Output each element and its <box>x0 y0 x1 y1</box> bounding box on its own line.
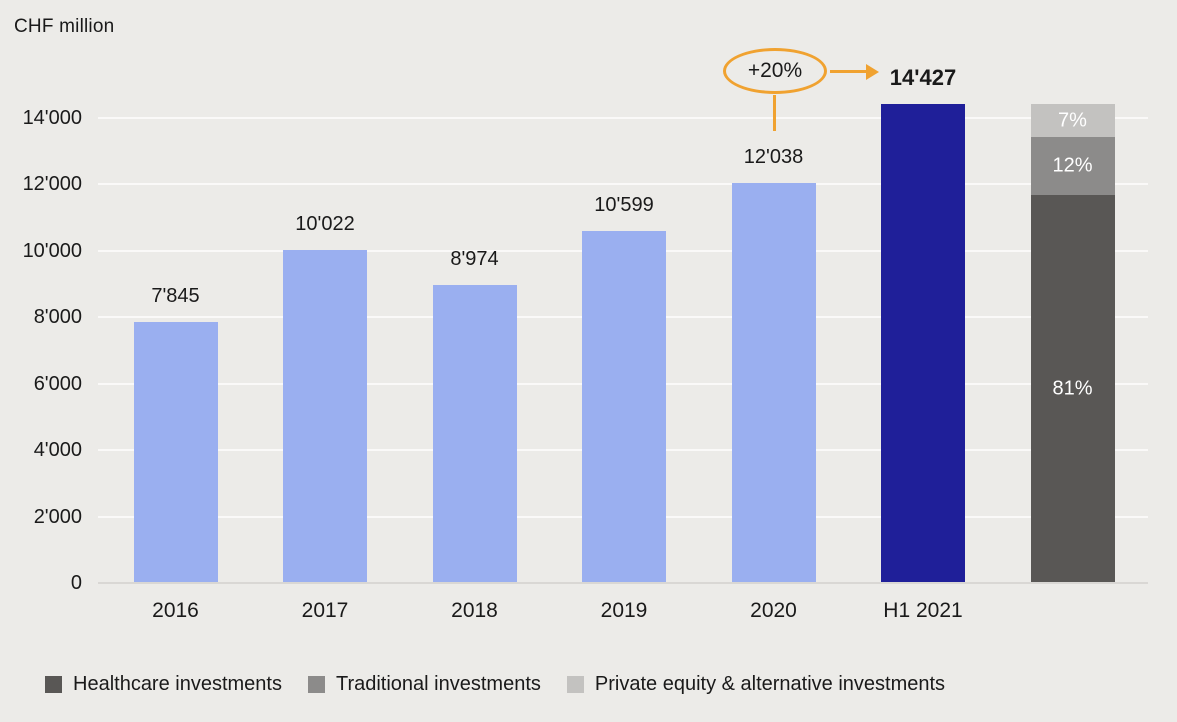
bar-value-label-2019: 10'599 <box>594 193 654 216</box>
bar-h1-2021 <box>881 103 965 583</box>
growth-badge-ellipse: +20% <box>723 48 827 94</box>
legend-item-label: Private equity & alternative investments <box>594 673 946 695</box>
y-tick-label-14000: 14'000 <box>22 107 82 129</box>
bar-value-label-2016: 7'845 <box>151 285 200 308</box>
bar-value-label-2018: 8'974 <box>450 247 499 270</box>
legend-swatch-icon <box>45 676 62 693</box>
x-tick-label-2020: 2020 <box>750 599 797 622</box>
y-tick-label-0: 0 <box>70 572 82 594</box>
y-tick-label-10000: 10'000 <box>22 239 82 262</box>
legend-swatch-icon <box>566 676 584 693</box>
legend-item-2: Private equity & alternative investments <box>566 673 946 696</box>
y-tick-label-8000: 8'000 <box>33 306 82 329</box>
growth-badge-label: +20% <box>747 59 803 82</box>
x-tick-label-2017: 2017 <box>301 599 349 622</box>
y-tick-label-2000: 2'000 <box>33 505 82 528</box>
x-tick-label-2018: 2018 <box>451 599 498 622</box>
bar-value-label-h1-2021: 14'427 <box>889 64 957 90</box>
breakdown-segment-label-7pct: 7% <box>1058 109 1087 132</box>
legend-item-label: Healthcare investments <box>73 673 282 695</box>
annotation-arrowhead-icon <box>866 64 879 80</box>
legend-item-1: Traditional investments <box>307 673 541 696</box>
legend-item-0: Healthcare investments <box>45 673 282 696</box>
annotation-arrow-line <box>830 70 868 73</box>
y-tick-label-4000: 4'000 <box>33 439 82 462</box>
gridline-14000 <box>98 117 1148 119</box>
bar-2017 <box>283 250 367 583</box>
breakdown-segment-12pct: 12% <box>1030 137 1115 195</box>
bar-value-label-2020: 12'038 <box>743 146 804 169</box>
legend-item-label: Traditional investments <box>335 673 541 695</box>
y-axis-unit-label: CHF million <box>14 16 115 37</box>
bar-2020 <box>731 183 816 583</box>
x-tick-label-2019: 2019 <box>600 599 648 622</box>
y-tick-label-6000: 6'000 <box>33 372 82 395</box>
bar-value-label-2017: 10'022 <box>295 213 355 236</box>
legend-swatch-icon <box>307 676 325 693</box>
breakdown-segment-81pct: 81% <box>1030 194 1115 583</box>
bar-2019 <box>582 230 666 583</box>
y-tick-label-12000: 12'000 <box>22 173 82 196</box>
x-tick-label-h1-2021: H1 2021 <box>883 599 963 622</box>
bar-2018 <box>432 284 517 583</box>
gridline-12000 <box>98 183 1148 186</box>
breakdown-segment-7pct: 7% <box>1030 103 1115 138</box>
legend: Healthcare investments Traditional invest… <box>45 673 1155 696</box>
x-tick-label-2016: 2016 <box>152 599 199 622</box>
gridline-0 <box>98 582 1148 584</box>
annotation-pointer-line <box>773 95 776 131</box>
bar-2016 <box>133 322 218 583</box>
breakdown-segment-label-12pct: 12% <box>1052 154 1093 177</box>
breakdown-segment-label-81pct: 81% <box>1052 377 1093 400</box>
